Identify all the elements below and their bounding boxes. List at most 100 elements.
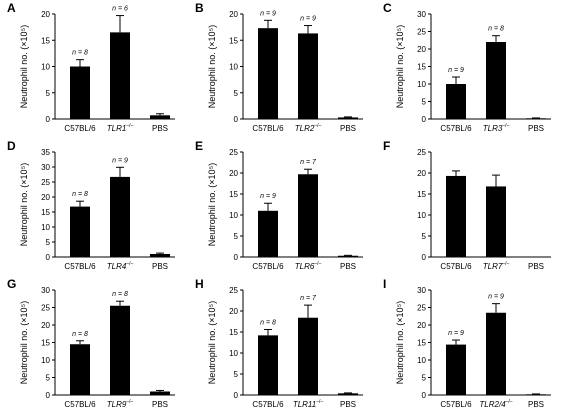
panel-d-n-label: n = 8 (72, 191, 88, 198)
panel-i-category-label: PBS (528, 400, 544, 409)
panel-g-n-label: n = 8 (72, 331, 88, 338)
panel-d-ytick-label: 15 (41, 208, 50, 217)
panel-a-bar (150, 115, 170, 119)
panel-i-n-label: n = 9 (488, 294, 504, 301)
panel-e-n-label: n = 7 (300, 159, 317, 166)
panel-h-n-label: n = 7 (300, 295, 317, 302)
panel-b-category-sup: –/– (314, 123, 321, 129)
panel-f: F 0 5 10 15 20 25 C57BL/6 TLR7–/– PBS (383, 139, 551, 271)
panel-d-bar (70, 207, 90, 257)
panel-c-category-sup: –/– (502, 123, 509, 129)
panel-b-category-main: PBS (340, 124, 356, 133)
panel-f-ytick-label: 15 (417, 190, 426, 199)
panel-d-ytick-label: 0 (46, 253, 51, 262)
panel-c: C 0 5 10 15 20 25 30 Neutrophil no. (×10⁵) n = 9 C… (383, 1, 551, 133)
panel-e-category-main: TLR6 (295, 262, 315, 271)
panel-b-category-main: TLR2 (295, 124, 315, 133)
panel-d-category-label: C57BL/6 (64, 262, 96, 271)
panel-f-category-sup: –/– (502, 261, 509, 267)
panel-a-category-sup: –/– (126, 123, 133, 129)
panel-b: B 0 5 10 15 20 Neutrophil no. (×10⁵) n = 9 C57BL… (195, 1, 363, 133)
panel-h-n-label: n = 8 (260, 319, 276, 326)
panel-g-n-label: n = 8 (112, 291, 128, 298)
panel-f-category-label: PBS (528, 262, 544, 271)
panel-g-category-label: TLR9–/– (107, 399, 134, 409)
panel-f-category-main: PBS (528, 262, 544, 271)
panel-h: H0510152025Neutrophil no. (×10⁵) n = 8C57… (195, 277, 363, 409)
panel-c-n-label: n = 9 (448, 67, 464, 74)
panel-b-ytick-label: 5 (234, 89, 239, 98)
panel-c-category-label: TLR3–/– (483, 123, 510, 133)
panel-i-ytick-label: 15 (417, 339, 426, 348)
panel-g-bar (110, 306, 130, 395)
panel-h-category-main: PBS (340, 400, 356, 409)
panel-b-letter: B (195, 1, 204, 15)
panel-i-ytick-label: 30 (417, 286, 426, 295)
panel-c-ylabel: Neutrophil no. (×10⁵) (395, 25, 405, 109)
panel-h-ytick-label: 5 (234, 370, 239, 379)
panel-e-category-label: PBS (340, 262, 356, 271)
panel-a-ytick-label: 0 (46, 115, 51, 124)
panel-h-bar (258, 335, 278, 395)
panel-d-ytick-label: 5 (46, 238, 51, 247)
panel-b-category-label: C57BL/6 (252, 124, 284, 133)
panel-d-category-main: TLR4 (107, 262, 127, 271)
panel-f-ytick-label: 20 (417, 169, 426, 178)
panel-b-bar (298, 33, 318, 119)
panel-c-category-label: C57BL/6 (440, 124, 472, 133)
panel-a-ytick-label: 5 (46, 89, 51, 98)
panel-f-bar (486, 186, 506, 257)
panel-e-ytick-label: 20 (229, 169, 238, 178)
panel-f-category-label: C57BL/6 (440, 262, 472, 271)
panel-b-n-label: n = 9 (300, 16, 316, 23)
panel-d-ytick-label: 20 (41, 193, 50, 202)
panel-g-ytick-label: 0 (46, 391, 51, 400)
panel-i-category-main: C57BL/6 (440, 400, 472, 409)
panel-d-category-label: PBS (152, 262, 168, 271)
panel-e-category-main: C57BL/6 (252, 262, 284, 271)
panel-a-category-label: TLR1–/– (107, 123, 134, 133)
panel-e-letter: E (195, 139, 203, 153)
panel-d-ytick-label: 35 (41, 148, 50, 157)
panel-g-ylabel: Neutrophil no. (×10⁵) (19, 301, 29, 385)
panel-g-ytick-label: 10 (41, 356, 50, 365)
panel-c-ytick-label: 20 (417, 45, 426, 54)
panel-e-category-label: C57BL/6 (252, 262, 284, 271)
panel-d-category-label: TLR4–/– (107, 261, 134, 271)
panel-b-ytick-label: 0 (234, 115, 239, 124)
panel-g-bar (70, 344, 90, 395)
panel-g-ytick-label: 25 (41, 304, 50, 313)
panel-g-category-label: C57BL/6 (64, 400, 96, 409)
panel-d-bar (150, 254, 170, 257)
panel-h-ytick-label: 10 (229, 349, 238, 358)
panel-d-category-main: PBS (152, 262, 168, 271)
panel-h-category-main: C57BL/6 (252, 400, 284, 409)
panel-f-letter: F (383, 139, 390, 153)
panel-g-ytick-label: 5 (46, 374, 51, 383)
panel-i-ytick-label: 0 (422, 391, 427, 400)
panel-i-letter: I (383, 277, 386, 291)
panel-c-n-label: n = 8 (488, 26, 504, 33)
panel-f-ytick-label: 10 (417, 211, 426, 220)
panel-g-category-main: PBS (152, 400, 168, 409)
panel-i-ytick-label: 10 (417, 356, 426, 365)
panel-a-n-label: n = 8 (72, 50, 88, 57)
panel-a-ytick-label: 10 (41, 63, 50, 72)
panel-g: G051015202530Neutrophil no. (×10⁵) n = 8C… (7, 277, 175, 409)
panel-c-ytick-label: 25 (417, 28, 426, 37)
panel-a-n-label: n = 6 (112, 6, 128, 13)
panel-d-bar (110, 177, 130, 257)
panel-i-category-label: C57BL/6 (440, 400, 472, 409)
panel-i-category-main: PBS (528, 400, 544, 409)
panel-e-ytick-label: 10 (229, 211, 238, 220)
panel-b-bar (258, 28, 278, 119)
panel-b-ylabel: Neutrophil no. (×10⁵) (207, 25, 217, 109)
panel-h-bar (338, 393, 358, 395)
panel-b-n-label: n = 9 (260, 10, 276, 17)
panel-c-category-main: PBS (528, 124, 544, 133)
panel-f-bar (446, 176, 466, 257)
panel-d-category-main: C57BL/6 (64, 262, 96, 271)
panel-i-n-label: n = 9 (448, 330, 464, 337)
panel-f-ytick-label: 5 (422, 232, 427, 241)
